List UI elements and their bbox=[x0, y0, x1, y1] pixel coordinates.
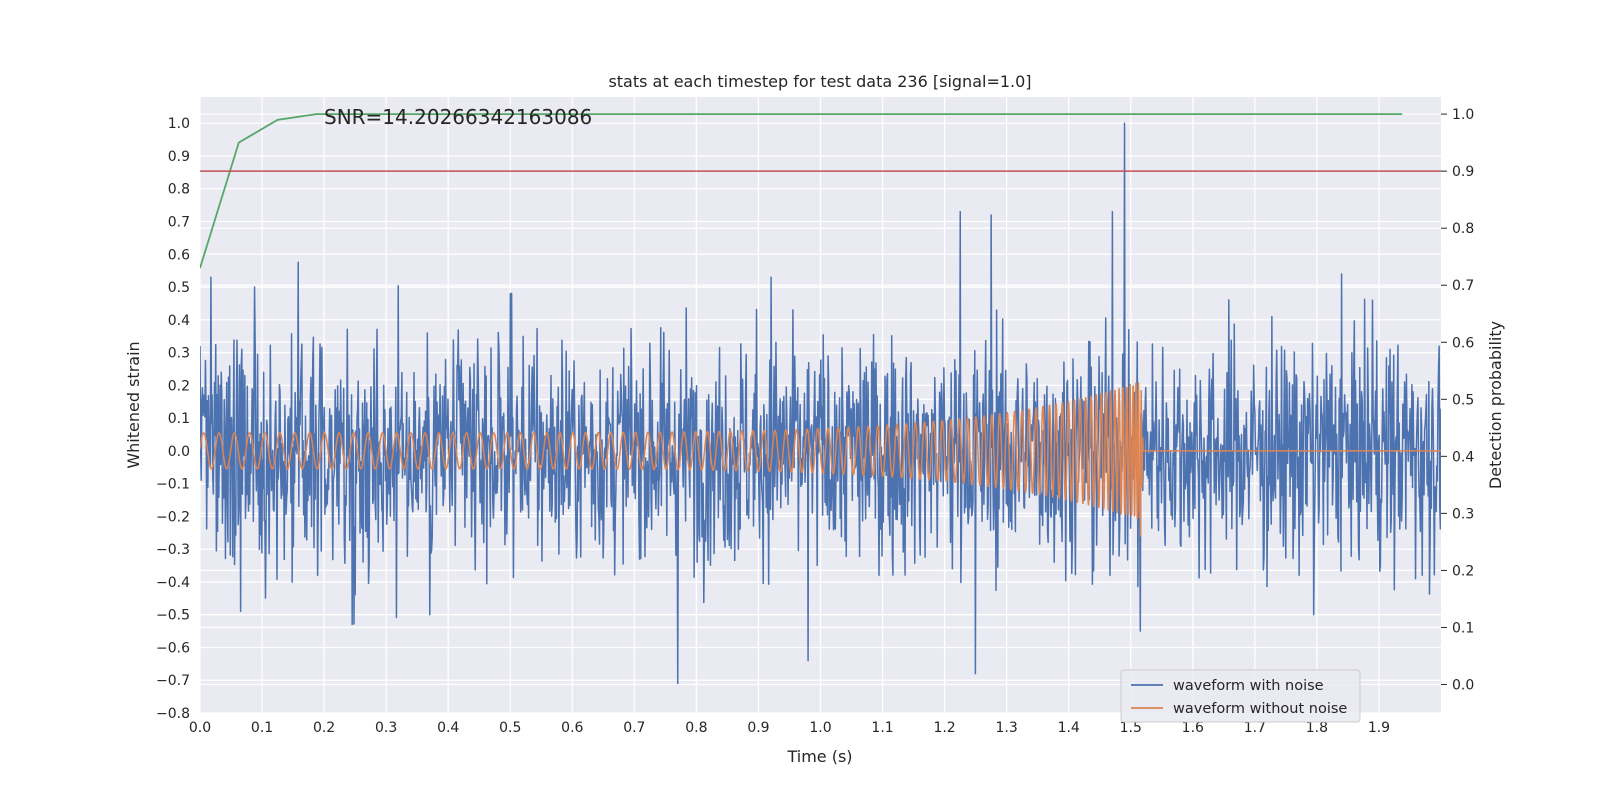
y2-tick-label: 0.6 bbox=[1452, 335, 1474, 351]
y2-tick-label: 0.1 bbox=[1452, 620, 1474, 636]
snr-annotation: SNR=14.20266342163086 bbox=[324, 105, 592, 129]
x-tick-label: 1.8 bbox=[1306, 720, 1328, 736]
x-tick-label: 0.7 bbox=[623, 720, 645, 736]
y-tick-label: −0.8 bbox=[156, 706, 190, 722]
y-axis-title: Whitened strain bbox=[124, 341, 143, 468]
x-tick-label: 1.4 bbox=[1058, 720, 1080, 736]
y-tick-label: −0.2 bbox=[156, 509, 190, 525]
x-tick-label: 1.0 bbox=[809, 720, 831, 736]
y-tick-label: 1.0 bbox=[168, 116, 190, 132]
y2-tick-label: 0.2 bbox=[1452, 563, 1474, 579]
series-detection-probability bbox=[200, 113, 1403, 269]
legend: waveform with noise waveform without noi… bbox=[1120, 669, 1361, 723]
y2-tick-label: 0.8 bbox=[1452, 221, 1474, 237]
y-tick-label: −0.3 bbox=[156, 542, 190, 558]
x-tick-label: 0.5 bbox=[499, 720, 521, 736]
y-tick-label: 0.4 bbox=[168, 313, 190, 329]
y-tick-label: −0.6 bbox=[156, 640, 190, 656]
y-tick-label: 0.3 bbox=[168, 346, 190, 362]
y2-tick-label: 0.3 bbox=[1452, 506, 1474, 522]
y-tick-label: −0.1 bbox=[156, 477, 190, 493]
chart-title: stats at each timestep for test data 236… bbox=[608, 72, 1031, 91]
x-tick-label: 1.2 bbox=[933, 720, 955, 736]
y-tick-label: 0.9 bbox=[168, 149, 190, 165]
legend-label-clean: waveform without noise bbox=[1173, 701, 1347, 717]
y2-tick-label: 0.9 bbox=[1452, 164, 1474, 180]
y-tick-label: 0.1 bbox=[168, 411, 190, 427]
y-tick-label: 0.7 bbox=[168, 215, 190, 231]
y-tick-label: −0.5 bbox=[156, 608, 190, 624]
series-waveform-without-noise bbox=[200, 382, 1441, 537]
series-layer bbox=[200, 113, 1441, 685]
y-tick-label: 0.5 bbox=[168, 280, 190, 296]
x-tick-label: 1.5 bbox=[1120, 720, 1142, 736]
x-tick-label: 0.8 bbox=[685, 720, 707, 736]
x-tick-label: 0.9 bbox=[747, 720, 769, 736]
x-axis-title: Time (s) bbox=[786, 747, 852, 766]
y2-tick-label: 0.7 bbox=[1452, 278, 1474, 294]
x-tick-label: 1.6 bbox=[1182, 720, 1204, 736]
y-tick-label: −0.7 bbox=[156, 673, 190, 689]
x-tick-label: 1.9 bbox=[1368, 720, 1390, 736]
x-tick-label: 1.3 bbox=[996, 720, 1018, 736]
y2-tick-label: 0.4 bbox=[1452, 449, 1474, 465]
x-tick-label: 0.6 bbox=[561, 720, 583, 736]
x-tick-label: 0.4 bbox=[437, 720, 459, 736]
y-tick-label: 0.0 bbox=[168, 444, 190, 460]
x-tick-label: 0.2 bbox=[313, 720, 335, 736]
x-tick-label: 0.0 bbox=[189, 720, 211, 736]
x-tick-label: 0.3 bbox=[375, 720, 397, 736]
x-tick-label: 1.7 bbox=[1244, 720, 1266, 736]
x-tick-label: 0.1 bbox=[251, 720, 273, 736]
x-tick-label: 1.1 bbox=[871, 720, 893, 736]
series-waveform-with-noise bbox=[200, 122, 1441, 685]
y-tick-label: 0.2 bbox=[168, 378, 190, 394]
y2-tick-label: 1.0 bbox=[1452, 107, 1474, 123]
y2-tick-label: 0.0 bbox=[1452, 677, 1474, 693]
y-tick-label: 0.6 bbox=[168, 247, 190, 263]
y2-tick-label: 0.5 bbox=[1452, 392, 1474, 408]
y-tick-label: 0.8 bbox=[168, 182, 190, 198]
ticks-layer: 0.0 0.1 0.2 0.3 0.4 0.5 0.6 0.7 0.8 0.9 1.0 1.1 1.2 1… bbox=[156, 107, 1474, 736]
legend-box bbox=[1120, 669, 1361, 723]
y-tick-label: −0.4 bbox=[156, 575, 190, 591]
legend-label-noise: waveform with noise bbox=[1173, 678, 1324, 694]
y2-axis-title: Detection probability bbox=[1486, 321, 1505, 489]
